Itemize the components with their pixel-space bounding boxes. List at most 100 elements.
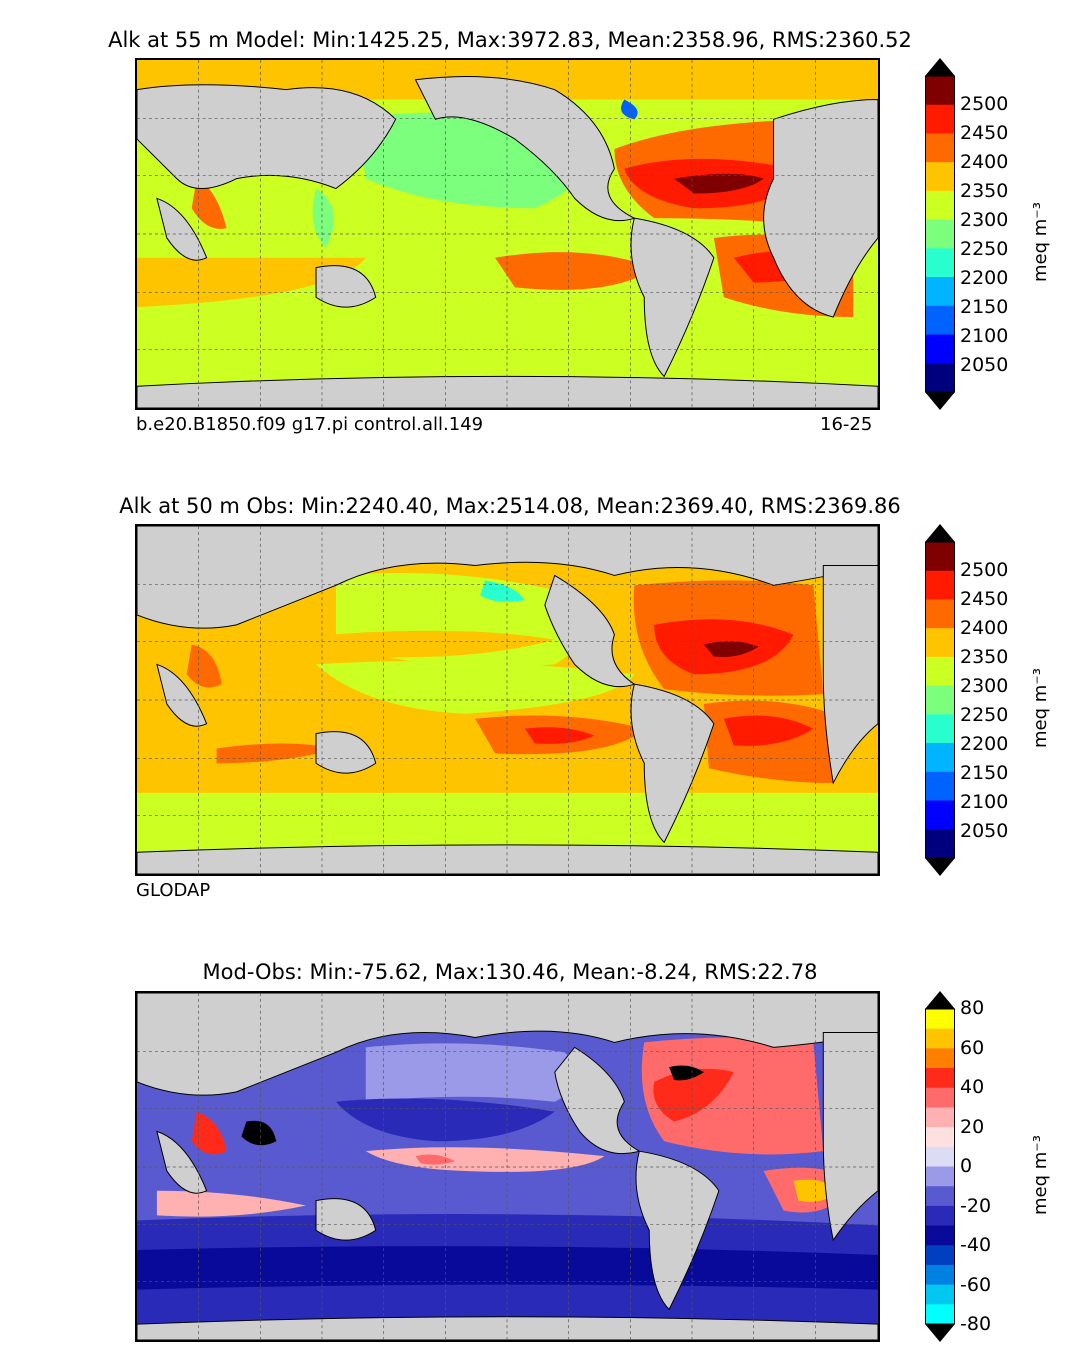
colorbar-tick-label: 2150 <box>960 296 1009 318</box>
colorbar-segment <box>925 1264 955 1286</box>
colorbar-segment <box>925 363 955 393</box>
panel-3-colorbar <box>925 991 955 1342</box>
colorbar-segment <box>925 771 955 802</box>
colorbar-segment <box>925 542 955 572</box>
colorbar-extend-max <box>925 524 955 542</box>
colorbar-tick-label: 2150 <box>960 762 1009 784</box>
panel-2-title: Alk at 50 m Obs: Min:2240.40, Max:2514.0… <box>119 494 901 518</box>
panel-1-map <box>135 58 880 410</box>
colorbar-segment <box>925 800 955 830</box>
colorbar-segment <box>925 1048 955 1069</box>
colorbar-tick-label: 2300 <box>960 209 1009 231</box>
colorbar-segment <box>925 1166 955 1187</box>
colorbar-tick-label: 2100 <box>960 791 1009 813</box>
panel-1-caption-left: b.e20.B1850.f09 g17.pi control.all.149 <box>136 414 484 435</box>
colorbar-extend-min <box>925 392 955 410</box>
graticule <box>137 60 878 408</box>
colorbar-segment <box>925 305 955 336</box>
north-atlantic-peak <box>674 173 764 194</box>
colorbar-tick-label: -40 <box>960 1234 992 1256</box>
colorbar-tick-label: 2500 <box>960 559 1009 581</box>
colorbar-tick-label: 2050 <box>960 820 1009 842</box>
model-alkalinity-map <box>137 60 878 408</box>
equatorial-positive <box>365 1147 605 1172</box>
colorbar-segment <box>925 685 955 715</box>
colorbar-extend-min <box>925 858 955 876</box>
arabian-sea-positive <box>191 1111 227 1155</box>
colorbar-segment <box>925 1205 955 1227</box>
difference-map <box>137 993 878 1340</box>
colorbar-segment <box>925 743 955 773</box>
colorbar-extend-max <box>925 58 955 76</box>
colorbar-segment <box>925 277 955 307</box>
colorbar-tick-label: 40 <box>960 1076 985 1098</box>
colorbar-extend-min <box>925 1324 955 1342</box>
colorbar-tick-label: 2400 <box>960 151 1009 173</box>
colorbar-tick-label: 0 <box>960 1155 973 1177</box>
panel-2-map <box>135 524 880 876</box>
panel-1-colorbar <box>925 58 955 410</box>
panel-2-colorbar-graphic <box>925 524 955 876</box>
colorbar-segment <box>925 133 955 163</box>
north-pacific-low <box>480 580 525 602</box>
colorbar-segment <box>925 104 955 134</box>
colorbar-tick-label: 60 <box>960 1036 985 1059</box>
colorbar-segment <box>925 1127 955 1148</box>
colorbar-segment <box>925 1009 955 1030</box>
colorbar-segment <box>925 1028 955 1049</box>
bay-of-bengal-peak <box>241 1120 277 1146</box>
colorbar-segment <box>925 248 955 278</box>
south-pacific-core <box>524 727 595 744</box>
north-pacific-neutral <box>365 1043 578 1102</box>
observed-alkalinity-map <box>137 526 878 874</box>
panel-3-title: Mod-Obs: Min:-75.62, Max:130.46, Mean:-8… <box>202 960 818 984</box>
southern-ocean-deep <box>137 1246 878 1290</box>
indian-ocean-positive <box>156 1190 307 1217</box>
colorbar-segment <box>925 1186 955 1207</box>
colorbar-segment <box>925 628 955 658</box>
gulf-stream-peak <box>669 1065 704 1081</box>
colorbar-segment <box>925 599 955 629</box>
colorbar-tick-label: 2500 <box>960 93 1009 115</box>
graticule <box>137 993 878 1340</box>
colorbar-tick-label: 2100 <box>960 325 1009 347</box>
panel-2-caption-left: GLODAP <box>136 880 211 901</box>
arabian-sea-region <box>186 644 222 688</box>
indian-ocean-region <box>137 257 366 308</box>
central-pacific-band <box>325 630 555 658</box>
colorbar-tick-label: 2200 <box>960 733 1009 755</box>
land-masses <box>137 993 878 1340</box>
panel-3-colorbar-graphic <box>925 991 955 1342</box>
colorbar-segment <box>925 714 955 744</box>
colorbar-segment <box>925 1107 955 1128</box>
panel-1-colorbar-unit: meq m⁻³ <box>1030 201 1051 282</box>
colorbar-segment <box>925 1068 955 1089</box>
colorbar-segment <box>925 570 955 600</box>
panel-3-map <box>135 991 880 1342</box>
panel-2-colorbar-unit: meq m⁻³ <box>1030 667 1051 748</box>
arabian-sea-region <box>191 178 227 229</box>
south-atlantic-core <box>723 715 814 746</box>
colorbar-segment <box>925 190 955 221</box>
colorbar-segment <box>925 656 955 687</box>
colorbar-segment <box>925 829 955 859</box>
north-atlantic-core <box>653 1068 734 1122</box>
south-pacific-max <box>495 252 655 290</box>
western-pacific-region <box>312 188 334 248</box>
colorbar-tick-label: 2200 <box>960 267 1009 289</box>
colorbar-segment <box>925 219 955 249</box>
panel-3-colorbar-unit: meq m⁻³ <box>1030 1134 1051 1215</box>
colorbar-tick-label: 80 <box>960 997 985 1019</box>
labrador-low <box>621 99 638 120</box>
colorbar-tick-label: 2250 <box>960 238 1009 260</box>
panel-2-colorbar <box>925 524 955 876</box>
colorbar-tick-label: -60 <box>960 1273 992 1296</box>
colorbar-tick-label: 2400 <box>960 617 1009 639</box>
equatorial-core <box>415 1154 456 1165</box>
colorbar-segment <box>925 1087 955 1108</box>
panel-1-title: Alk at 55 m Model: Min:1425.25, Max:3972… <box>108 28 912 52</box>
colorbar-tick-label: 2300 <box>960 675 1009 697</box>
colorbar-tick-label: 2350 <box>960 646 1009 668</box>
colorbar-tick-label: 2050 <box>960 354 1009 376</box>
graticule <box>137 526 878 874</box>
